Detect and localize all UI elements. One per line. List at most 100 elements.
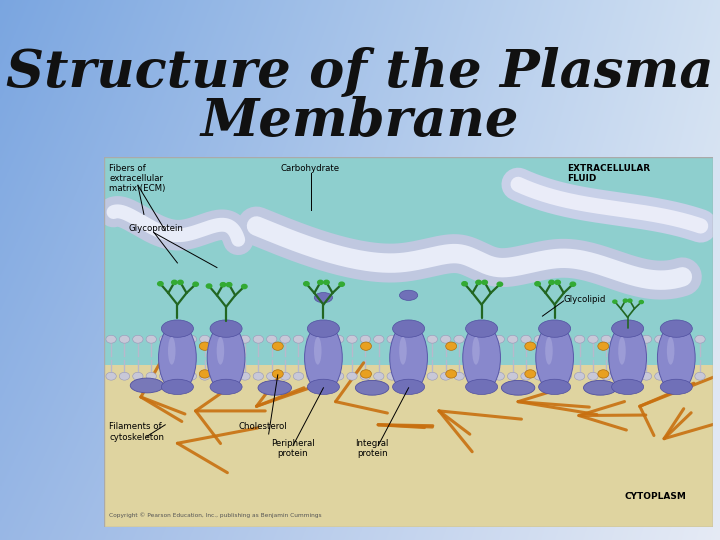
Circle shape — [482, 280, 487, 285]
Circle shape — [454, 372, 464, 380]
Circle shape — [199, 372, 210, 380]
Circle shape — [199, 370, 210, 378]
Circle shape — [642, 372, 652, 380]
Circle shape — [213, 335, 223, 343]
Ellipse shape — [356, 380, 389, 395]
Circle shape — [628, 372, 638, 380]
Text: Copyright © Pearson Education, Inc., publishing as Benjamin Cummings: Copyright © Pearson Education, Inc., pub… — [109, 512, 322, 518]
Circle shape — [347, 335, 357, 343]
Circle shape — [668, 372, 678, 380]
Circle shape — [307, 335, 317, 343]
FancyBboxPatch shape — [104, 157, 713, 364]
FancyBboxPatch shape — [104, 364, 713, 526]
Ellipse shape — [207, 323, 245, 393]
Circle shape — [193, 282, 199, 286]
Circle shape — [226, 335, 237, 343]
Text: Fibers of
extracellular
matrix (ECM): Fibers of extracellular matrix (ECM) — [109, 164, 166, 193]
Circle shape — [320, 372, 330, 380]
Ellipse shape — [501, 380, 535, 395]
Circle shape — [339, 282, 344, 286]
Circle shape — [575, 335, 585, 343]
Ellipse shape — [217, 337, 224, 364]
Circle shape — [333, 335, 344, 343]
Ellipse shape — [258, 380, 292, 395]
Circle shape — [240, 335, 250, 343]
Circle shape — [146, 372, 156, 380]
Circle shape — [508, 335, 518, 343]
Text: Carbohydrate: Carbohydrate — [281, 164, 340, 173]
Circle shape — [508, 372, 518, 380]
Circle shape — [588, 335, 598, 343]
Circle shape — [521, 372, 531, 380]
Ellipse shape — [307, 320, 339, 338]
Circle shape — [280, 372, 290, 380]
Circle shape — [307, 372, 317, 380]
Circle shape — [186, 335, 197, 343]
Circle shape — [333, 372, 344, 380]
Text: Filaments of
cytoskeleton: Filaments of cytoskeleton — [109, 422, 164, 442]
Circle shape — [240, 372, 250, 380]
Circle shape — [226, 282, 232, 287]
Circle shape — [441, 335, 451, 343]
Circle shape — [132, 372, 143, 380]
Circle shape — [304, 282, 309, 286]
Ellipse shape — [618, 337, 626, 364]
Ellipse shape — [609, 323, 647, 393]
Ellipse shape — [390, 323, 428, 393]
Circle shape — [207, 284, 212, 288]
Ellipse shape — [583, 380, 617, 395]
Ellipse shape — [130, 378, 163, 393]
Ellipse shape — [400, 290, 418, 300]
Circle shape — [642, 335, 652, 343]
Circle shape — [588, 372, 598, 380]
Ellipse shape — [466, 379, 498, 395]
Circle shape — [494, 372, 505, 380]
Circle shape — [242, 285, 247, 288]
Circle shape — [427, 335, 438, 343]
Circle shape — [318, 280, 323, 285]
Circle shape — [199, 335, 210, 343]
Circle shape — [266, 372, 277, 380]
Text: Glycoprotein: Glycoprotein — [129, 224, 184, 233]
Circle shape — [400, 372, 410, 380]
Circle shape — [400, 335, 410, 343]
Circle shape — [347, 372, 357, 380]
Ellipse shape — [392, 320, 425, 338]
Circle shape — [106, 335, 116, 343]
Circle shape — [374, 372, 384, 380]
Circle shape — [361, 342, 372, 350]
Ellipse shape — [466, 320, 498, 338]
Ellipse shape — [210, 320, 242, 338]
Circle shape — [427, 372, 438, 380]
Circle shape — [695, 372, 705, 380]
Ellipse shape — [392, 379, 425, 395]
Circle shape — [199, 342, 210, 350]
Circle shape — [462, 282, 467, 286]
Circle shape — [615, 372, 625, 380]
Circle shape — [226, 372, 237, 380]
Circle shape — [374, 335, 384, 343]
Ellipse shape — [463, 323, 500, 393]
Circle shape — [615, 335, 625, 343]
Ellipse shape — [307, 379, 339, 395]
Ellipse shape — [539, 320, 571, 338]
Circle shape — [159, 335, 170, 343]
Ellipse shape — [168, 337, 176, 364]
Circle shape — [454, 335, 464, 343]
Text: EXTRACELLULAR
FLUID: EXTRACELLULAR FLUID — [567, 164, 650, 183]
Ellipse shape — [660, 320, 693, 338]
Ellipse shape — [545, 337, 553, 364]
Ellipse shape — [611, 320, 644, 338]
Circle shape — [293, 372, 304, 380]
Text: Cholesterol: Cholesterol — [238, 422, 287, 431]
Text: Structure of the Plasma: Structure of the Plasma — [6, 48, 714, 98]
Ellipse shape — [305, 323, 342, 393]
Ellipse shape — [660, 379, 693, 395]
Circle shape — [535, 282, 540, 286]
Circle shape — [525, 342, 536, 350]
Ellipse shape — [315, 293, 333, 303]
Circle shape — [146, 335, 156, 343]
Circle shape — [628, 335, 638, 343]
Circle shape — [467, 372, 477, 380]
Circle shape — [120, 372, 130, 380]
